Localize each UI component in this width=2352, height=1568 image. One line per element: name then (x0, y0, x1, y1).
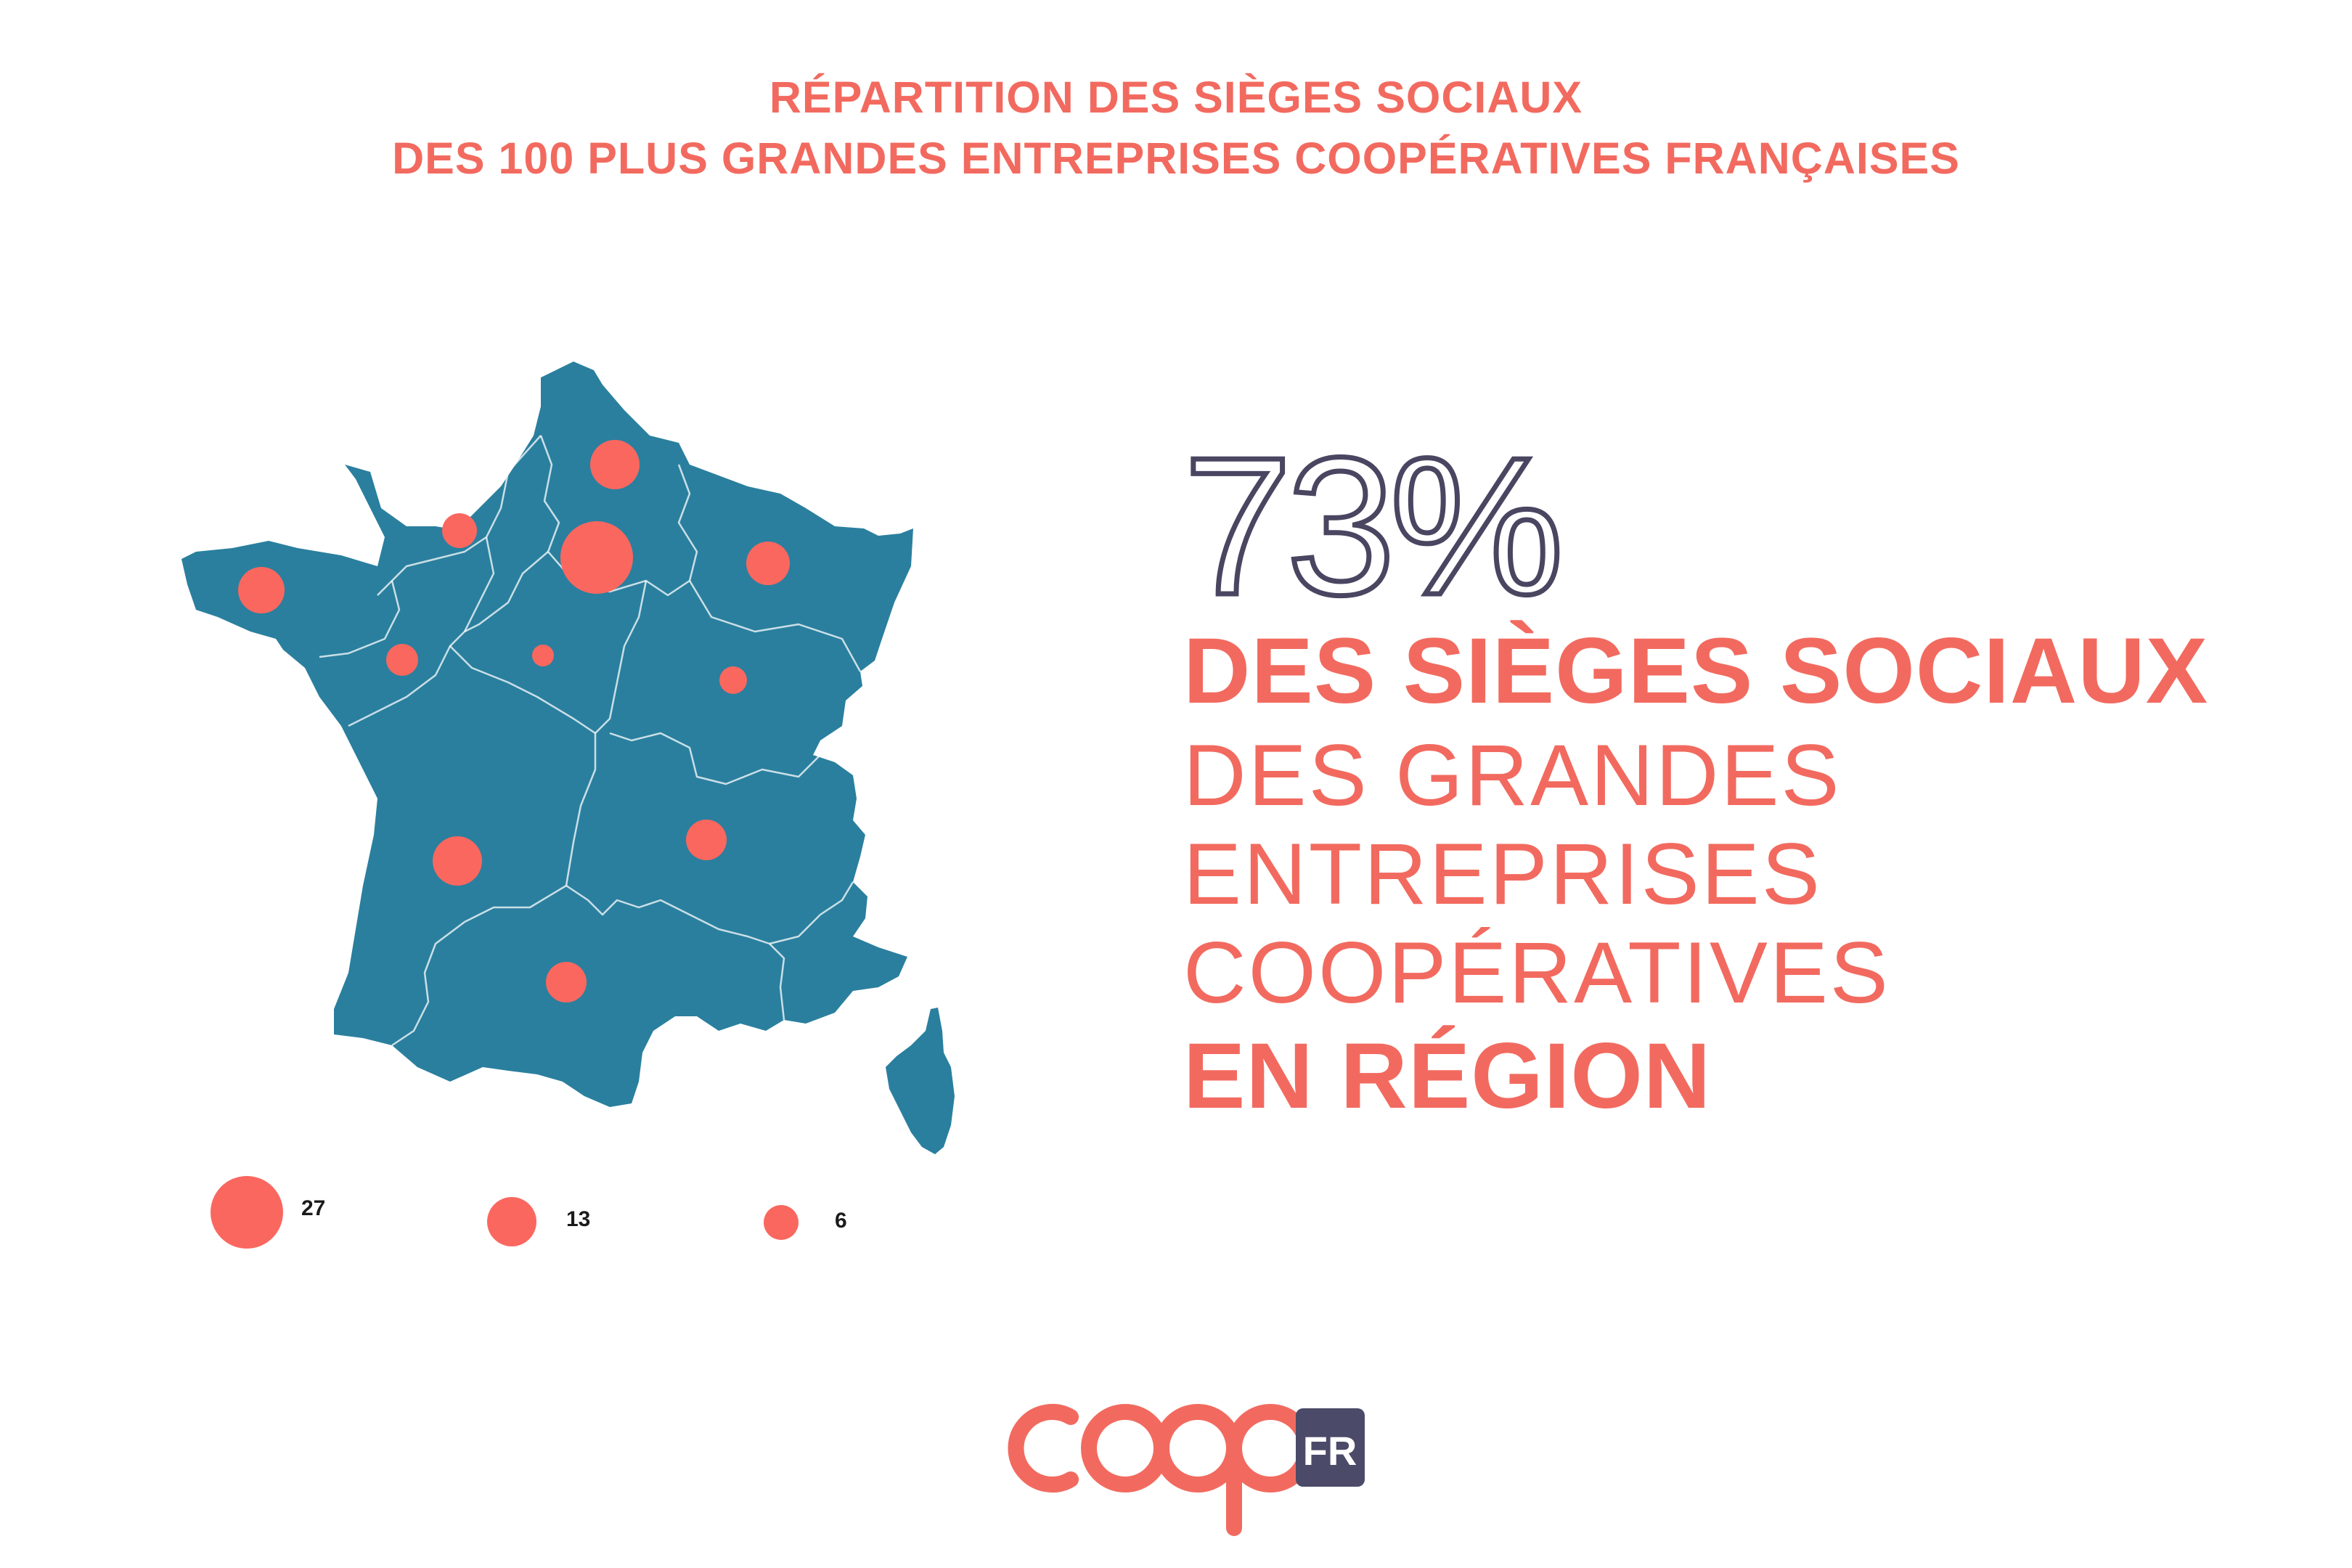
svg-text:73%: 73% (1183, 428, 1558, 617)
mainland-france-shape (181, 362, 913, 1107)
bubble-auvergne-rhone-alpes (686, 820, 727, 860)
headline-line-5: EN RÉGION (1183, 1024, 1712, 1128)
bubble-centre-val-de-loire (532, 645, 554, 666)
region-bubbles (238, 440, 790, 1003)
region-borders (319, 435, 862, 1047)
legend-label-27: 27 (301, 1196, 326, 1220)
logo-badge-text: FR (1303, 1428, 1357, 1474)
headline-line-2: DES GRANDES (1183, 727, 1842, 824)
bubble-occitanie (546, 962, 587, 1003)
bubble-bourgogne-franche-comte (719, 666, 747, 694)
headline-line-4: COOPÉRATIVES (1183, 924, 1890, 1021)
corsica-shape (886, 1008, 955, 1154)
coop-fr-logo: FR (1008, 1404, 1365, 1536)
bubble-ile-de-france (560, 521, 633, 594)
bubble-pays-de-la-loire (386, 644, 418, 676)
bubble-bretagne (238, 567, 285, 613)
bubble-hauts-de-france (590, 440, 640, 489)
legend-bubble-6 (764, 1205, 799, 1240)
legend (211, 1176, 799, 1249)
headline-line-3: ENTREPRISES (1183, 825, 1822, 923)
legend-bubble-27 (211, 1176, 283, 1249)
legend-label-6: 6 (835, 1209, 847, 1233)
infographic-title: RÉPARTITION DES SIÈGES SOCIAUX DES 100 P… (0, 67, 2352, 189)
title-line-2: DES 100 PLUS GRANDES ENTREPRISES COOPÉRA… (392, 134, 1960, 183)
headline-block: 73% DES SIÈGES SOCIAUX DES GRANDES ENTRE… (1183, 428, 2316, 1131)
legend-label-13: 13 (566, 1207, 591, 1231)
headline-percent: 73% (1183, 428, 1567, 617)
bubble-grand-est (746, 542, 790, 585)
bubble-normandie (442, 513, 477, 548)
title-line-1: RÉPARTITION DES SIÈGES SOCIAUX (769, 73, 1583, 122)
headline-line-1: DES SIÈGES SOCIAUX (1183, 619, 2209, 723)
legend-bubble-13 (487, 1197, 536, 1246)
bubble-nouvelle-aquitaine (433, 836, 482, 886)
